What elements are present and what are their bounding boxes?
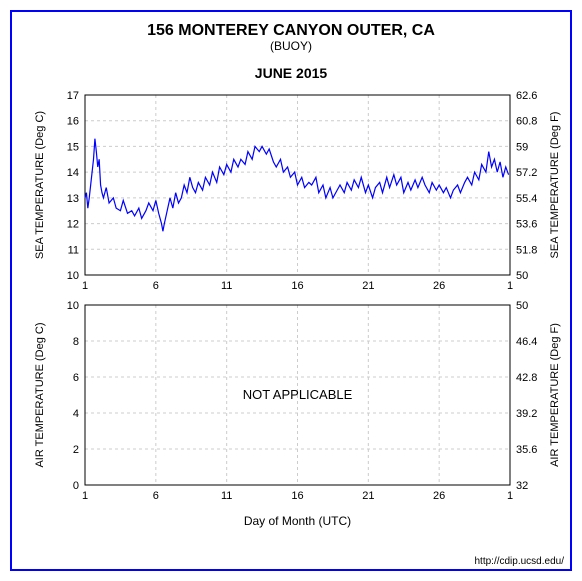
footer-url: http://cdip.ucsd.edu/ xyxy=(474,556,564,567)
chart-container: 156 MONTEREY CANYON OUTER, CA(BUOY)JUNE … xyxy=(0,0,582,581)
border xyxy=(10,10,572,571)
